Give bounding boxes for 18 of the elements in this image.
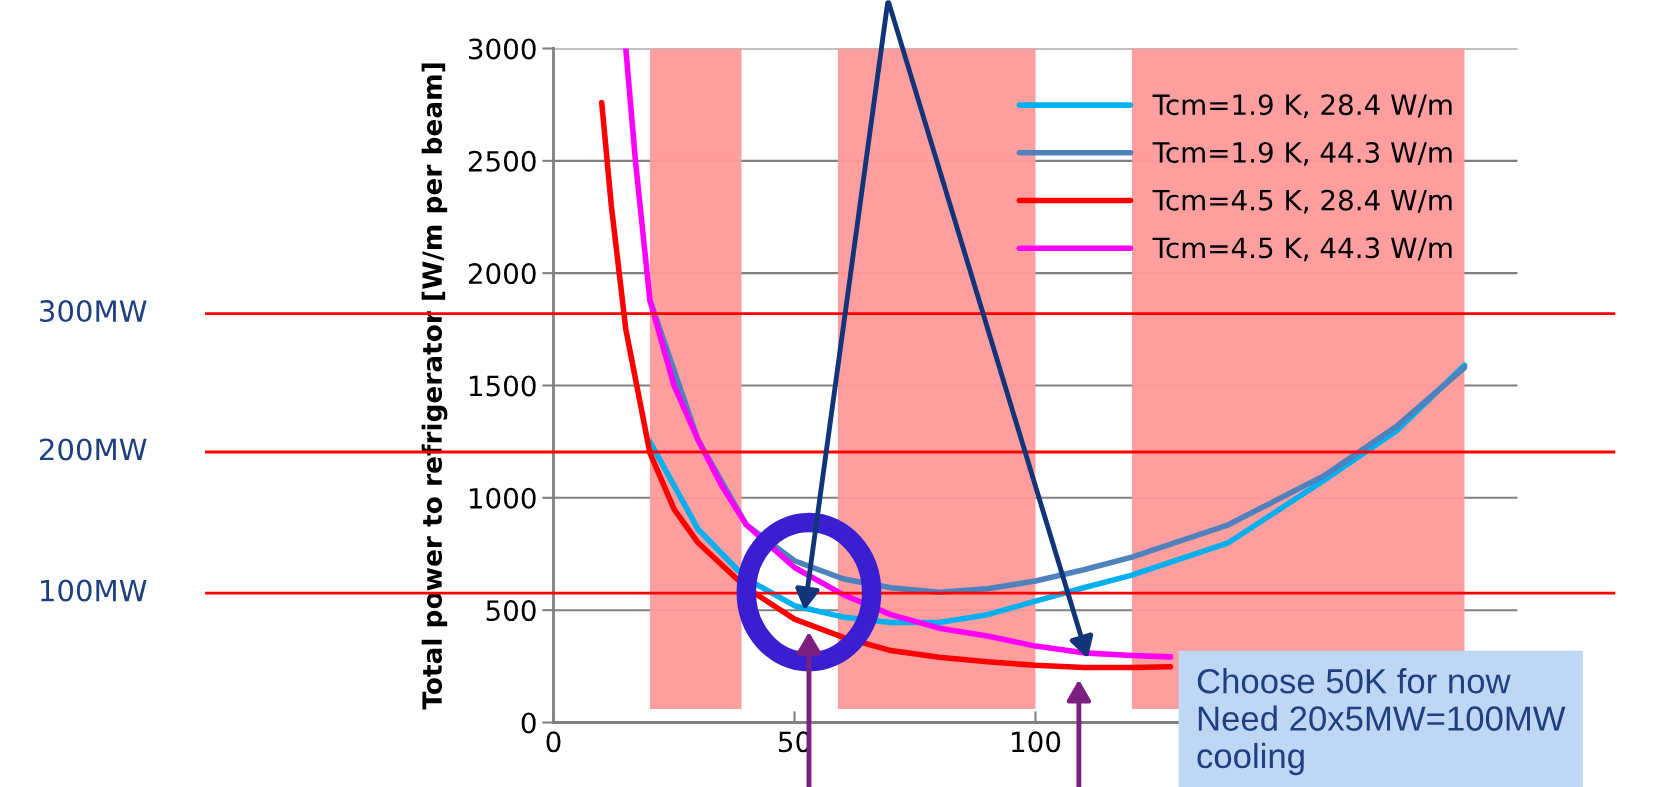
y-tick-label: 1000 bbox=[469, 487, 536, 509]
y-tick-label: 500 bbox=[486, 600, 536, 622]
ref-line-label: 200MW bbox=[40, 438, 147, 461]
x-tick-label: 0 bbox=[546, 731, 561, 753]
legend-label: Tcm=4.5 K, 28.4 W/m bbox=[1152, 189, 1452, 214]
ref-line-label: 300MW bbox=[40, 300, 147, 323]
x-tick-label: 100 bbox=[1012, 731, 1061, 753]
legend-label: Tcm=1.9 K, 28.4 W/m bbox=[1152, 94, 1452, 119]
annotation: Choose 50K for now Need 20x5MW=100MW cooling bbox=[1197, 668, 1566, 776]
legend-label: Tcm=4.5 K, 44.3 W/m bbox=[1152, 237, 1452, 262]
y-tick-label: 2000 bbox=[468, 263, 536, 285]
y-tick-label: 2500 bbox=[468, 150, 536, 172]
y-tick-label: 0 bbox=[521, 712, 536, 734]
y-tick-label: 3000 bbox=[468, 38, 536, 60]
y-tick-label: 1500 bbox=[469, 375, 536, 397]
y-axis-title: Total power to refrigerator [W/m per beam] bbox=[421, 63, 448, 710]
ref-line-label: 100MW bbox=[41, 579, 147, 602]
legend-label: Tcm=1.9 K, 44.3 W/m bbox=[1152, 141, 1452, 166]
